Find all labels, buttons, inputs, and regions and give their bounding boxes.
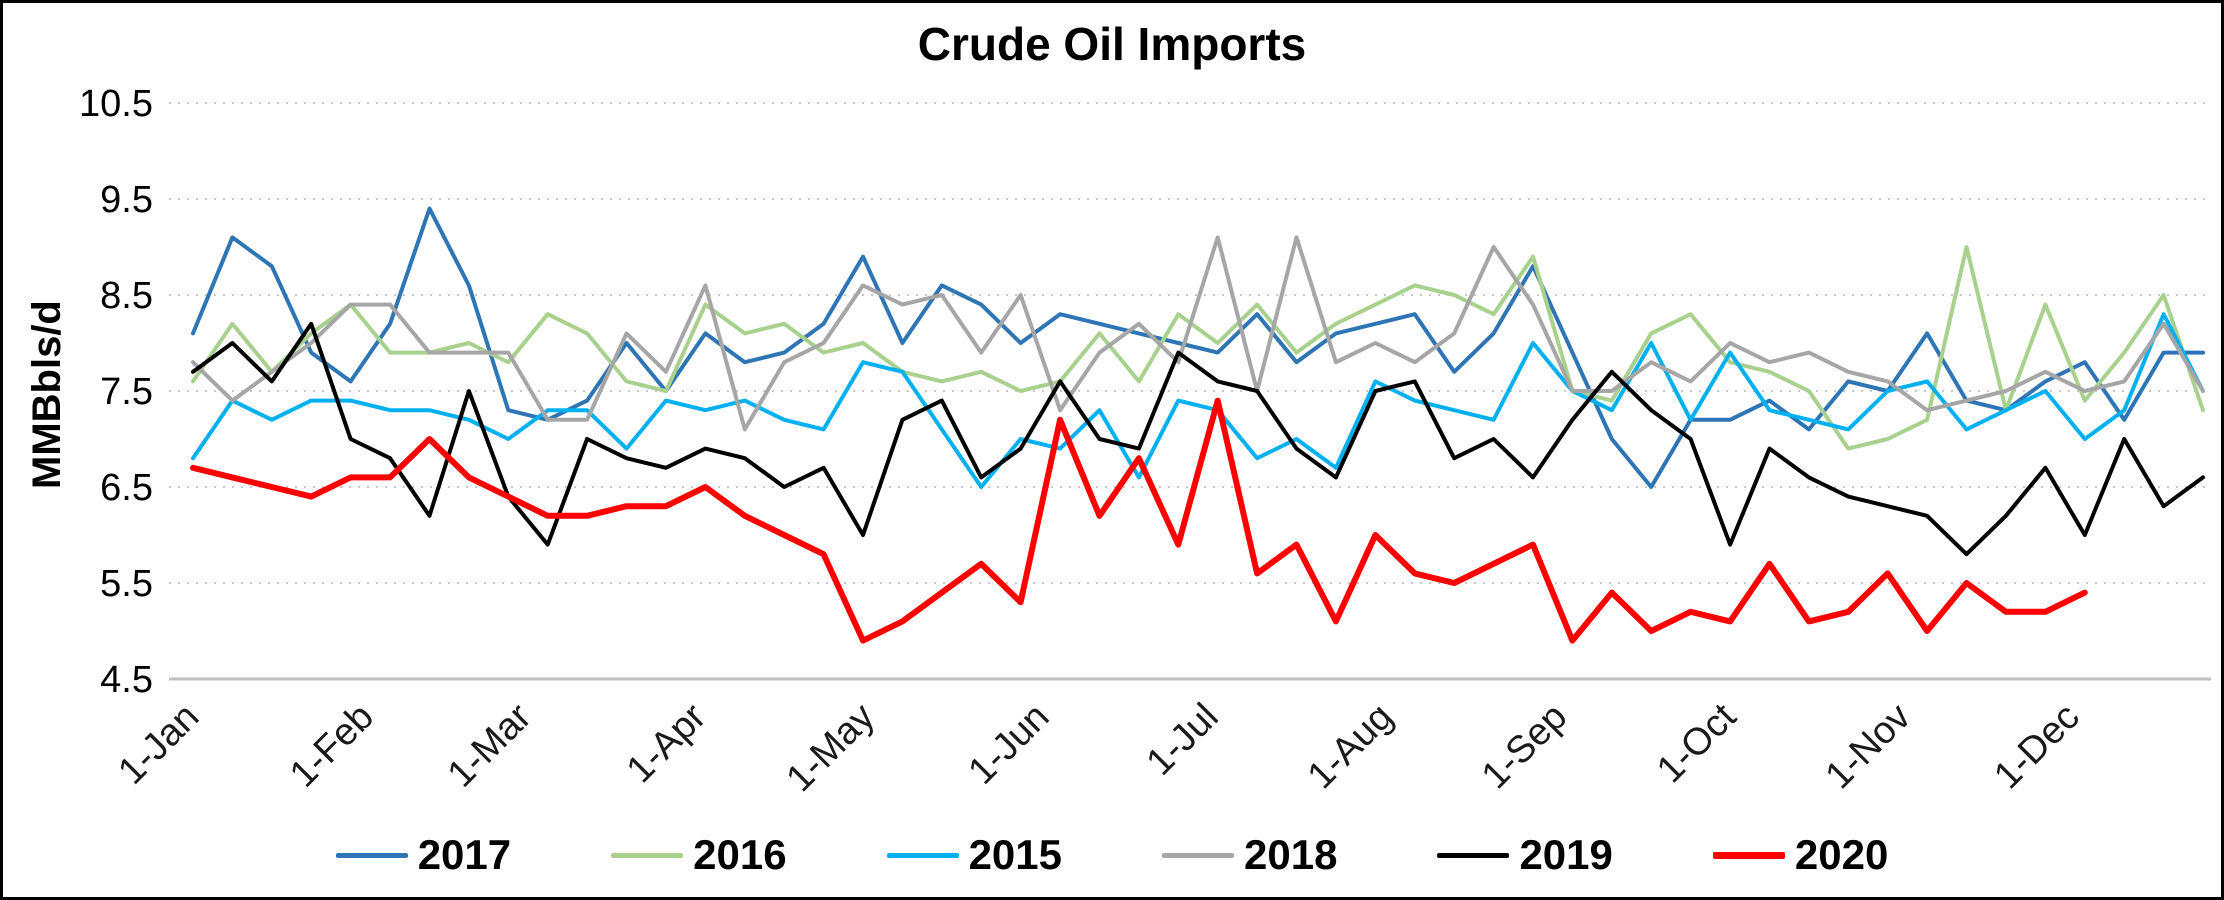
x-tick-label: 1-Jul	[1139, 696, 1227, 784]
legend-swatch-2020	[1712, 851, 1785, 859]
x-tick-label: 1-Nov	[1818, 696, 1919, 797]
legend-label: 2017	[417, 831, 512, 878]
legend-swatch-2015	[886, 852, 959, 858]
y-tick-label: 4.5	[100, 659, 153, 701]
series-line-2017	[191, 206, 2205, 489]
series-line-2016	[191, 245, 2205, 451]
y-tick-label: 6.5	[100, 467, 153, 509]
legend-item-2015: 2015	[886, 831, 1062, 879]
legend-label: 2015	[968, 831, 1062, 878]
plot-area: 10.5 9.5 8.5 7.5 6.5 5.5 4.51-Jan 1-Feb 1-Mar 1-A…	[79, 83, 2211, 800]
legend-item-2016: 2016	[611, 831, 787, 879]
legend-swatch-2019	[1437, 852, 1510, 858]
chart-title: Crude Oil Imports	[917, 18, 1307, 70]
y-tick-label: 10.5	[79, 83, 153, 125]
x-tick-label: 1-Jan	[110, 696, 207, 793]
series-line-2018	[191, 235, 2205, 432]
series-line-2020	[190, 397, 2088, 644]
legend-item-2018: 2018	[1162, 831, 1337, 879]
y-tick-label: 9.5	[100, 179, 153, 221]
legend-item-2020: 2020	[1712, 831, 1889, 879]
x-tick-label: 1-Mar	[440, 695, 540, 795]
x-tick-label: 1-Dec	[1986, 696, 2087, 797]
x-tick-label: 1-May	[779, 696, 883, 800]
legend-swatch-2018	[1162, 852, 1234, 858]
series-line-2015	[191, 312, 2205, 489]
y-tick-label: 8.5	[100, 275, 153, 317]
legend-label: 2020	[1794, 831, 1889, 878]
y-tick-label: 7.5	[100, 371, 153, 413]
x-tick-label: 1-Aug	[1300, 696, 1401, 797]
legend-swatch-2016	[611, 852, 684, 858]
legend-label: 2019	[1519, 831, 1613, 878]
legend-item-2019: 2019	[1437, 831, 1613, 879]
legend-label: 2016	[693, 831, 787, 878]
y-tick-label: 5.5	[100, 563, 153, 605]
legend-item-2017: 2017	[335, 831, 512, 879]
x-tick-label: 1-Jun	[961, 696, 1058, 793]
legend-swatch-2017	[335, 852, 408, 858]
x-tick-label: 1-Oct	[1649, 695, 1745, 791]
legend: 2017 2016 2015 2018 2019 2020	[3, 831, 2221, 879]
legend-label: 2018	[1244, 831, 1338, 878]
x-tick-label: 1-Apr	[619, 695, 715, 791]
x-tick-label: 1-Feb	[282, 696, 382, 796]
series-line-2019	[191, 321, 2205, 557]
x-tick-label: 1-Sep	[1474, 696, 1575, 797]
